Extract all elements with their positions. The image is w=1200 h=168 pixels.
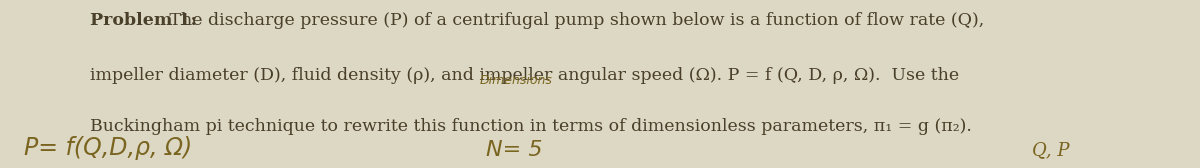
Text: Dimensions: Dimensions bbox=[480, 74, 553, 87]
Text: Q, P: Q, P bbox=[1032, 142, 1069, 160]
Text: The discharge pressure (P) of a centrifugal pump shown below is a function of fl: The discharge pressure (P) of a centrifu… bbox=[164, 12, 985, 29]
Text: impeller diameter (D), fluid density (ρ), and impeller angular speed (Ω). P = f : impeller diameter (D), fluid density (ρ)… bbox=[90, 67, 959, 84]
Text: P= f(Q,D,ρ, Ω): P= f(Q,D,ρ, Ω) bbox=[24, 136, 192, 160]
Text: Buckingham pi technique to rewrite this function in terms of dimensionless param: Buckingham pi technique to rewrite this … bbox=[90, 118, 972, 135]
Text: Problem 1:: Problem 1: bbox=[90, 12, 197, 29]
Text: N= 5: N= 5 bbox=[486, 140, 542, 160]
